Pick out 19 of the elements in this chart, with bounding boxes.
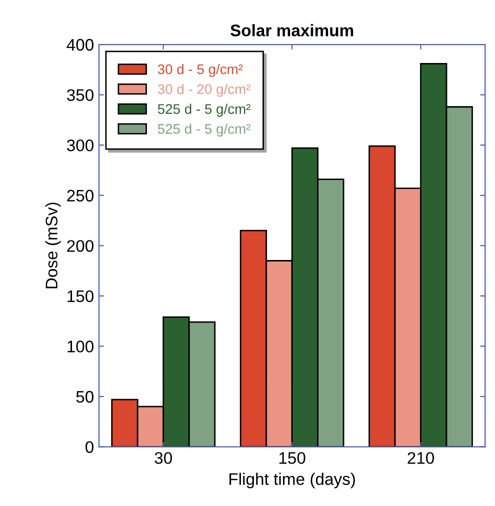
legend-label: 30 d - 5 g/cm² bbox=[158, 64, 243, 77]
x-tick-label: 210 bbox=[408, 452, 434, 464]
y-tick-label: 300 bbox=[66, 139, 94, 152]
x-axis-title: Flight time (days) bbox=[230, 472, 355, 488]
y-tick-label: 350 bbox=[66, 89, 94, 102]
legend-label: 30 d - 20 g/cm² bbox=[158, 84, 250, 97]
y-axis-title: Dose (mSv) bbox=[45, 202, 61, 288]
legend-label: 525 d - 5 g/cm² bbox=[158, 124, 250, 137]
y-tick-label: 200 bbox=[67, 240, 94, 252]
y-tick-label: 50 bbox=[76, 390, 94, 403]
y-tick-label: 100 bbox=[68, 340, 94, 352]
y-tick-label: 250 bbox=[67, 190, 94, 202]
y-tick-label: 150 bbox=[68, 290, 94, 302]
y-tick-label: 400 bbox=[66, 38, 94, 51]
chart-title: Solar maximum bbox=[230, 24, 354, 36]
x-tick-label: 30 bbox=[154, 452, 172, 464]
y-tick-label: 0 bbox=[86, 441, 94, 453]
legend-label: 525 d - 5 g/cm² bbox=[158, 104, 250, 117]
x-tick-label: 150 bbox=[279, 452, 306, 464]
